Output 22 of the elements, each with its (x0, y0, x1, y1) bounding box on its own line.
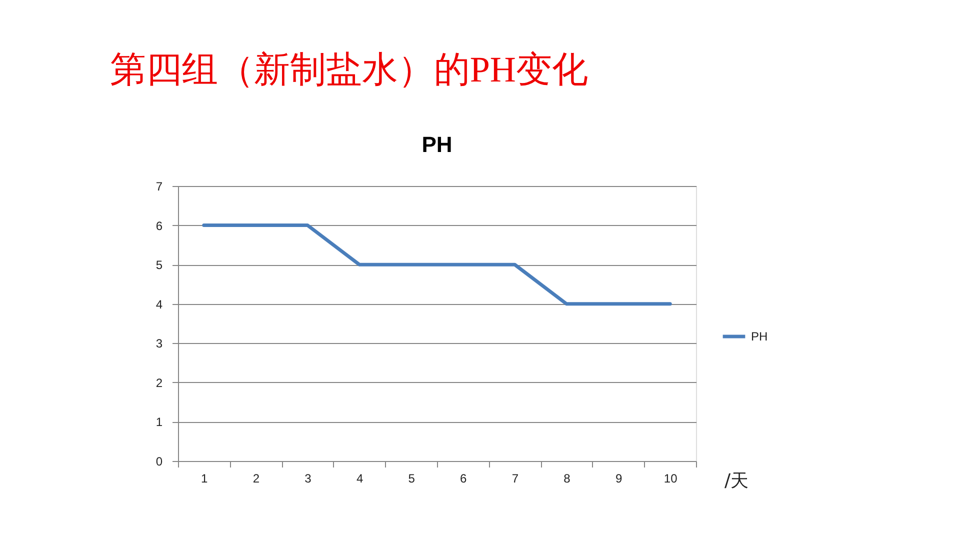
y-tick-label: 2 (156, 376, 163, 390)
x-tick-label: 4 (356, 472, 364, 486)
x-tick-label: 9 (615, 472, 622, 486)
y-tick-label: 0 (156, 454, 163, 468)
legend-label: PH (751, 330, 768, 344)
y-tick-label: 6 (156, 218, 163, 233)
y-tick-label: 3 (156, 336, 163, 351)
y-tick-label: 7 (156, 180, 163, 194)
x-tick-label: 2 (252, 472, 260, 486)
x-tick-label: 7 (512, 472, 519, 486)
x-tick-label: 10 (664, 472, 678, 486)
x-tick-label: 3 (304, 472, 312, 486)
x-tick-label: 6 (460, 472, 468, 486)
y-tick-label: 1 (156, 415, 163, 430)
y-tick-label: 4 (156, 297, 163, 312)
y-tick-label: 5 (156, 258, 163, 272)
chart-title: 第四组（新制盐水）的PH变化 (110, 50, 588, 90)
x-tick-label: 8 (564, 472, 571, 486)
chart-subtitle: PH (422, 132, 452, 157)
x-tick-label: 1 (201, 472, 208, 486)
x-tick-label: 5 (408, 472, 416, 486)
x-axis-title: /天 (724, 470, 749, 492)
